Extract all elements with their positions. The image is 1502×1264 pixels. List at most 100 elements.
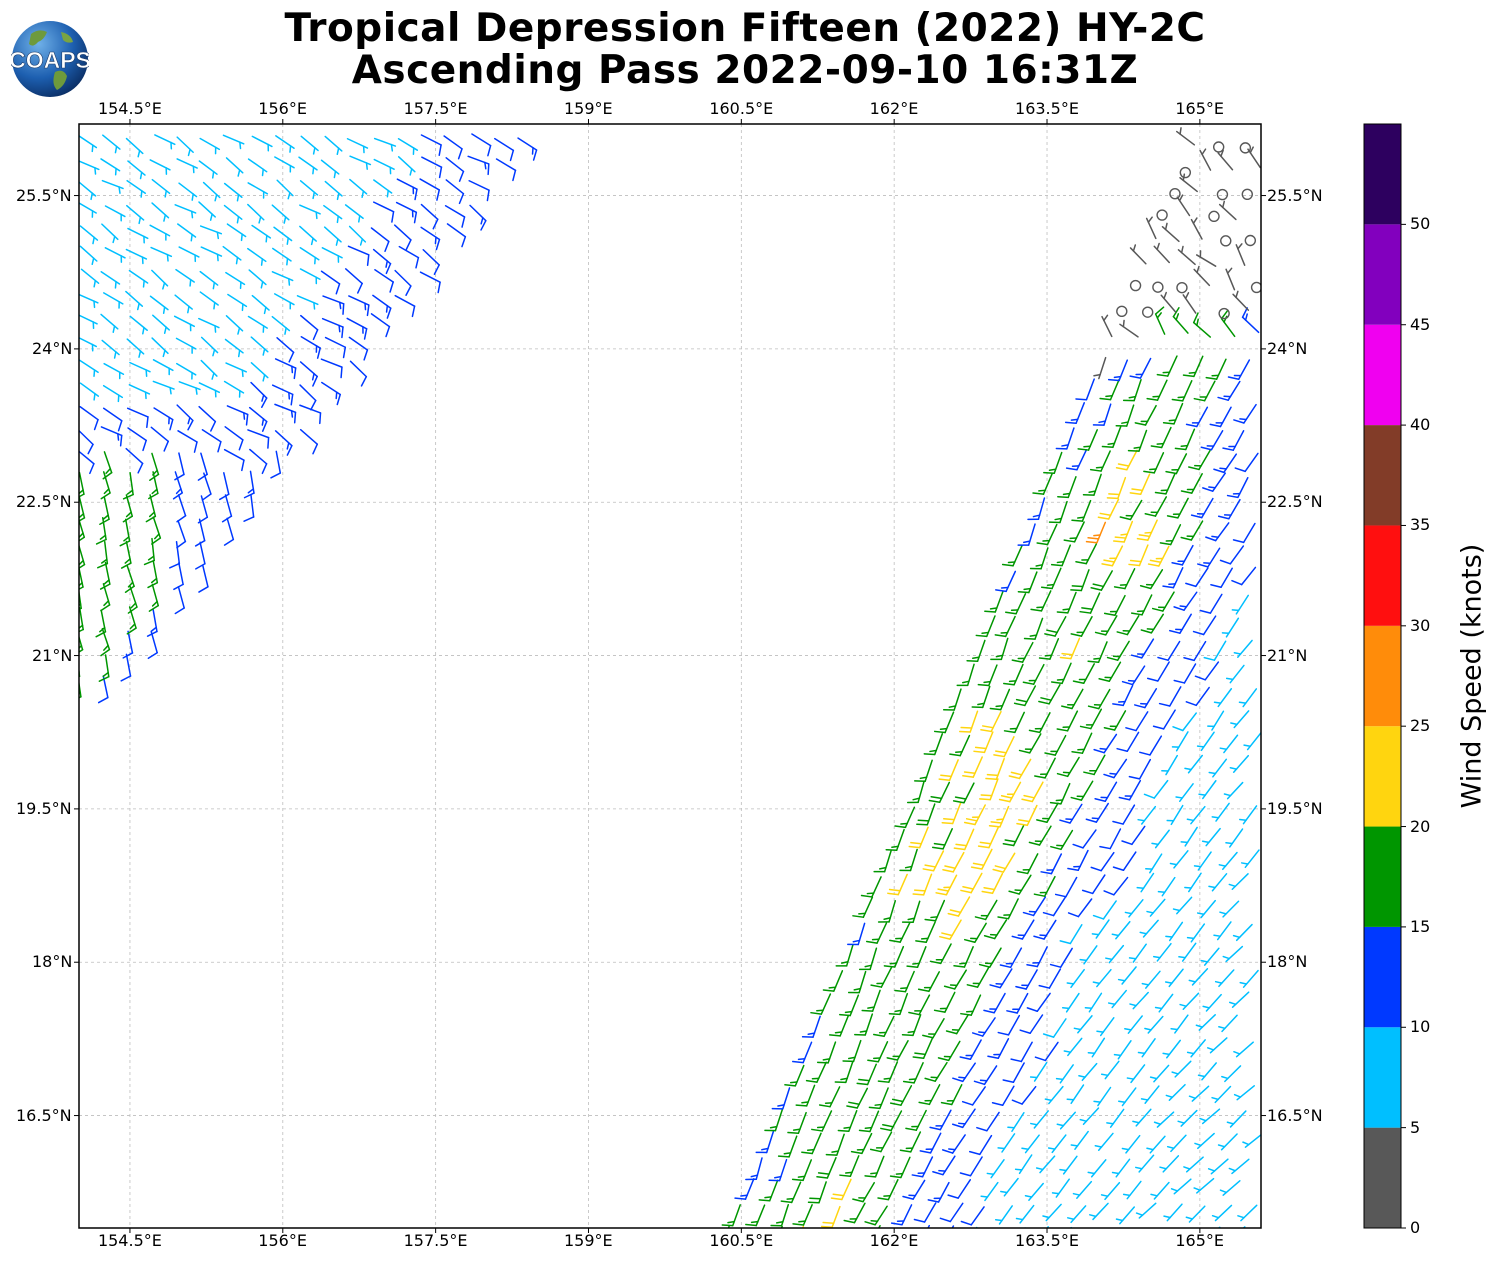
wind-barb <box>1051 1178 1070 1198</box>
wind-barb <box>1163 1203 1183 1222</box>
wind-barb <box>125 248 148 265</box>
wind-barb <box>745 1157 763 1181</box>
wind-barb <box>1172 896 1193 915</box>
wind-barb <box>100 271 121 289</box>
wind-barb <box>837 1109 858 1133</box>
wind-barb <box>1048 500 1068 524</box>
wind-barb <box>1218 851 1238 871</box>
wind-barb <box>349 155 372 170</box>
wind-barb <box>1043 451 1063 474</box>
wind-barb <box>997 898 1019 920</box>
wind-barb <box>1008 758 1032 780</box>
wind-barb <box>1159 524 1182 546</box>
wind-barb <box>1217 149 1234 171</box>
wind-barb <box>321 317 344 339</box>
wind-barb <box>962 756 983 778</box>
colorbar-tick-label: 50 <box>1410 214 1431 234</box>
wind-barb <box>835 943 854 967</box>
wind-barb <box>1220 309 1236 338</box>
wind-barb <box>983 992 1006 1014</box>
wind-barb <box>373 201 395 223</box>
wind-barb <box>850 1132 873 1155</box>
wind-barb <box>1033 875 1056 897</box>
wind-barb <box>1106 476 1127 500</box>
wind-barb <box>1066 1084 1085 1105</box>
wind-barb <box>1049 782 1071 805</box>
wind-barb <box>1161 754 1178 776</box>
wind-barb <box>816 1041 837 1064</box>
wind-barb <box>1116 615 1140 636</box>
colorbar-bin <box>1364 1127 1401 1228</box>
wind-barb <box>1040 567 1062 590</box>
wind-barb <box>912 1037 934 1059</box>
wind-barb <box>1118 779 1142 801</box>
wind-barb <box>1036 802 1059 823</box>
wind-barb <box>984 590 1004 613</box>
wind-barb <box>1150 426 1172 449</box>
wind-barb <box>1050 829 1074 851</box>
wind-barb <box>1070 1130 1089 1150</box>
wind-barb <box>393 224 412 251</box>
wind-barb <box>933 711 955 734</box>
wind-barb <box>1184 754 1203 774</box>
wind-barb <box>960 1206 985 1226</box>
wind-barb <box>129 361 151 377</box>
wind-barb <box>1171 380 1193 402</box>
wind-barb <box>986 1229 1003 1246</box>
wind-barb <box>1038 638 1060 660</box>
lon-tick-label-top: 156°E <box>258 99 307 118</box>
wind-barb <box>1247 146 1261 169</box>
wind-barb <box>856 1063 877 1086</box>
wind-barb <box>344 268 363 294</box>
wind-barb <box>1154 473 1176 495</box>
wind-barb <box>298 156 318 175</box>
wind-barb <box>299 180 319 200</box>
wind-barb <box>1011 919 1035 940</box>
wind-barb <box>151 202 170 222</box>
wind-barb <box>177 430 198 453</box>
wind-barb <box>275 135 295 153</box>
wind-barb <box>986 1159 1005 1179</box>
wind-barb <box>787 1111 807 1134</box>
wind-barb <box>1170 1178 1192 1195</box>
wind-barb <box>119 518 131 547</box>
wind-barb <box>1160 291 1177 313</box>
wind-barb <box>912 873 933 896</box>
wind-barb <box>1116 731 1140 752</box>
wind-barb <box>1235 243 1246 266</box>
wind-barb <box>222 134 245 150</box>
wind-barb <box>1089 450 1111 472</box>
lon-tick-label-bottom: 163.5°E <box>1015 1231 1079 1250</box>
wind-barb <box>929 943 952 965</box>
wind-barb <box>1030 1110 1049 1129</box>
wind-barb <box>1151 829 1170 849</box>
wind-barb <box>198 382 221 398</box>
colorbar-tick-label: 45 <box>1410 314 1431 334</box>
lat-tick-label-right: 24°N <box>1267 338 1308 358</box>
wind-barb <box>994 1205 1013 1225</box>
wind-barb <box>1217 498 1241 520</box>
wind-barb <box>780 1181 802 1204</box>
wind-barb <box>1002 1062 1025 1083</box>
wind-barb <box>1083 754 1106 776</box>
wind-barb <box>1229 754 1249 773</box>
wind-barb <box>1199 148 1212 171</box>
wind-barb <box>873 1015 895 1038</box>
wind-barb <box>830 1178 852 1201</box>
wind-barb <box>1180 826 1198 847</box>
wind-barb <box>152 359 174 376</box>
wind-barb <box>120 653 132 682</box>
wind-barb <box>1059 923 1083 945</box>
colorbar-bin <box>1364 726 1401 827</box>
wind-barb <box>1094 615 1118 636</box>
wind-barb <box>880 1110 903 1132</box>
wind-barb <box>1146 1135 1166 1154</box>
wind-barb <box>994 615 1016 638</box>
wind-barb <box>1121 665 1146 686</box>
wind-barb <box>1194 1132 1215 1150</box>
lon-tick-label-bottom: 165°E <box>1175 1231 1225 1250</box>
wind-barb <box>1232 923 1253 942</box>
wind-barb <box>811 1110 833 1132</box>
wind-barb <box>1146 661 1170 682</box>
wind-barb <box>807 1181 827 1204</box>
